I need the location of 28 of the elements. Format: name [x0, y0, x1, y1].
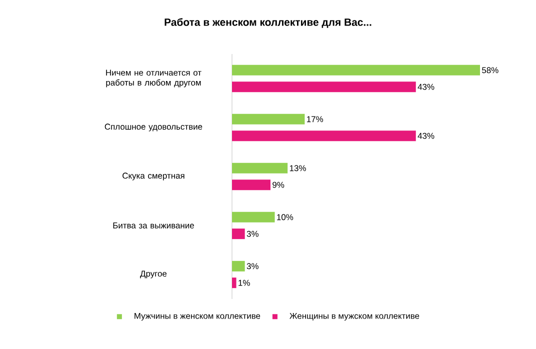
bar	[232, 260, 245, 272]
data-label: 17%	[307, 116, 324, 122]
y-tick-label: Другое	[140, 270, 167, 278]
bar	[232, 130, 416, 142]
data-label: 9%	[272, 182, 284, 188]
bar	[232, 82, 416, 92]
data-label: 13%	[290, 165, 306, 172]
bar	[232, 114, 305, 124]
bar	[232, 64, 480, 76]
data-label: 43%	[418, 132, 434, 139]
data-label: 1%	[238, 280, 250, 286]
bar	[232, 180, 270, 190]
y-tick-label: Ничем не отличается от работы в любом другом	[106, 70, 202, 88]
legend-label: Женщины в мужском коллективе	[290, 312, 420, 321]
legend-label: Мужчины в женском коллективе	[134, 312, 260, 321]
data-label: 3%	[246, 263, 258, 270]
data-label: 10%	[277, 214, 294, 220]
data-label: 58%	[482, 67, 498, 74]
y-tick-label: Сплошное удовольствие	[104, 124, 202, 132]
chart-title: Работа в женском коллективе для Вас...	[164, 18, 372, 28]
y-tick-label: Битва за выживание	[113, 222, 194, 228]
y-tick-label: Скука смертная	[122, 172, 184, 180]
bar	[232, 278, 236, 288]
bar	[232, 212, 275, 222]
bar	[232, 228, 245, 240]
data-label: 43%	[418, 84, 434, 90]
bar	[232, 162, 288, 174]
data-label: 3%	[246, 230, 258, 237]
